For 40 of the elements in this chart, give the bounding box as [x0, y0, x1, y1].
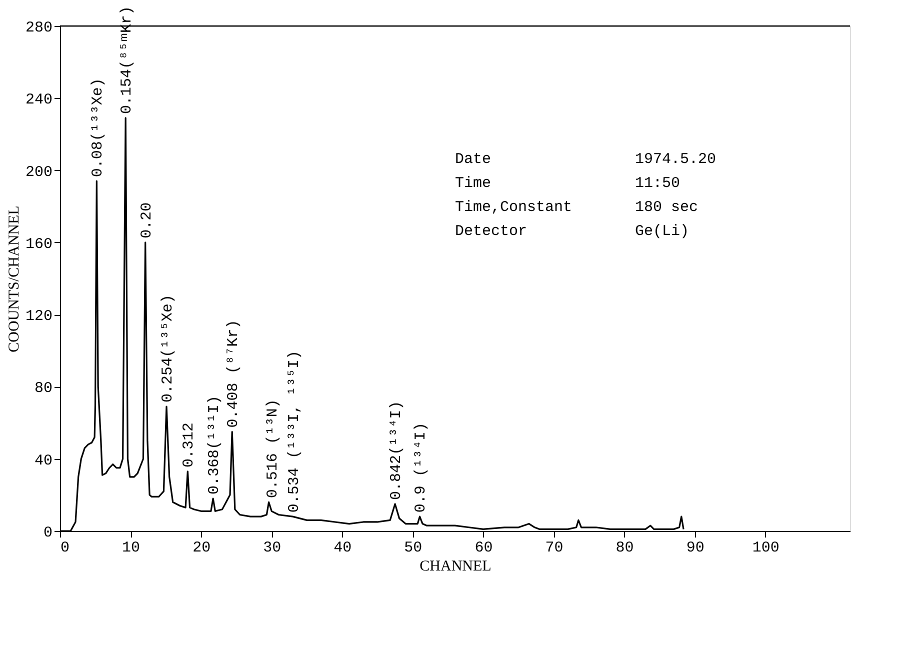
- y-axis-title: COOUNTS/CHANNEL: [6, 206, 22, 352]
- x-axis-title: CHANNEL: [420, 558, 492, 574]
- annotation: Ge(Li): [635, 223, 690, 240]
- annotation: 0.368(¹³¹I): [206, 396, 224, 495]
- annotation: 0.516 (¹³N): [264, 399, 282, 498]
- annotation: 0.08(¹³³Xe): [90, 78, 107, 178]
- annotation: 0.312: [180, 422, 198, 468]
- annotation: 0.20: [138, 202, 156, 238]
- annotation: 0.534 (¹³³I, ¹³⁵I): [286, 350, 303, 513]
- x-tick-label: 50: [404, 540, 422, 556]
- x-tick-label: 30: [263, 540, 282, 556]
- annotation: Time,Constant: [455, 199, 572, 216]
- x-tick-label: 100: [752, 540, 780, 556]
- y-tick-label: 80: [34, 380, 52, 398]
- x-tick-label: 20: [192, 540, 211, 556]
- y-tick-label: 120: [25, 308, 52, 326]
- annotation: 0.254(¹³⁵Xe): [160, 294, 177, 403]
- annotation: Detector: [455, 223, 528, 240]
- x-tick-label: 70: [545, 540, 564, 556]
- annotation: 1974.5.20: [635, 151, 716, 168]
- x-tick-label: 0: [60, 540, 70, 556]
- annotation: Time: [455, 175, 492, 192]
- y-tick-label: 200: [25, 164, 52, 181]
- annotation: 11:50: [635, 175, 680, 192]
- y-tick-label: 40: [34, 452, 52, 470]
- x-tick-label: 60: [474, 540, 493, 556]
- y-tick-label: 160: [25, 236, 52, 253]
- annotation: 0.9 (¹³⁴I): [412, 422, 430, 513]
- y-tick-label: 280: [25, 20, 52, 36]
- annotation: 180 sec: [635, 199, 698, 216]
- annotation: 0.154(⁸⁵ᵐKr): [118, 6, 136, 114]
- x-tick-label: 10: [122, 540, 140, 556]
- y-tick-label: 0: [43, 524, 52, 542]
- annotation: Date: [455, 151, 492, 168]
- x-tick-label: 40: [334, 540, 352, 556]
- x-tick-label: 80: [616, 540, 634, 556]
- annotation: 0.842(¹³⁴I): [388, 400, 406, 500]
- annotation: 0.408 (⁸⁷Kr): [225, 320, 242, 428]
- y-tick-label: 240: [25, 92, 52, 109]
- x-tick-label: 90: [686, 540, 704, 556]
